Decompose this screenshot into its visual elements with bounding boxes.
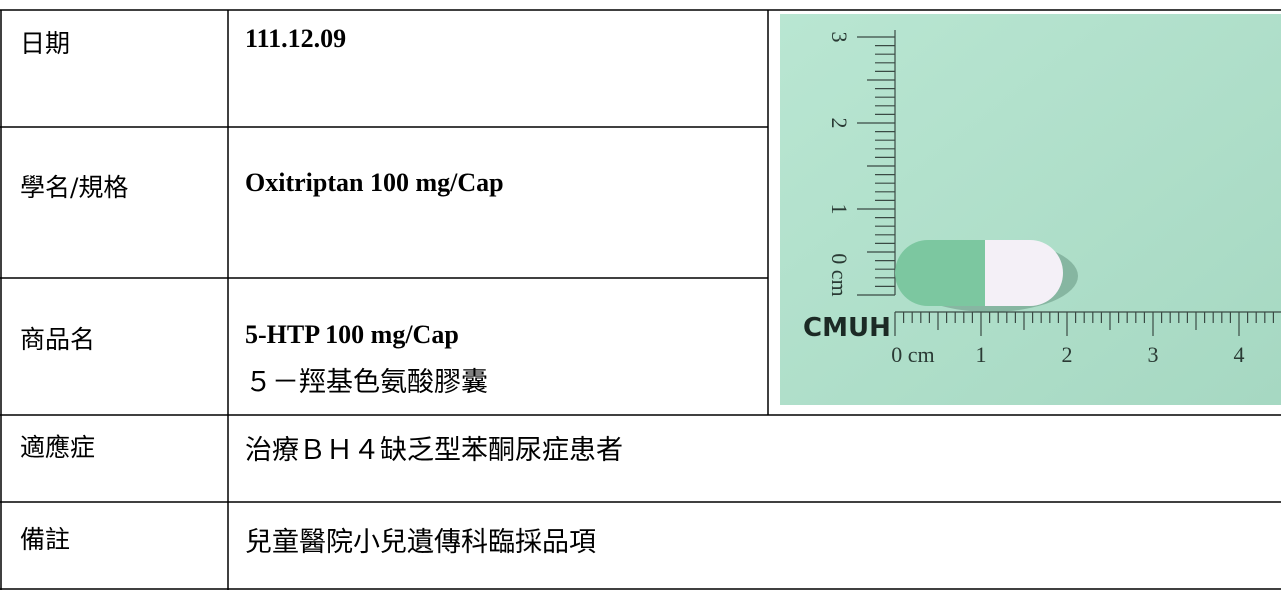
ruler-label: 1 [827, 204, 852, 215]
ruler-label: 0 cm [891, 342, 934, 367]
ruler-brand: CMUH [803, 313, 891, 343]
capsule-photo: CMUH 0 cm 1 2 3 4 3 2 1 0 cm [780, 14, 1281, 405]
ruler-label: 2 [827, 118, 852, 129]
row-label: 商品名 [20, 325, 96, 354]
row-label: 日期 [20, 29, 71, 58]
row-value: 5-HTP 100 mg/Cap [245, 320, 459, 349]
ruler-label: 1 [976, 342, 987, 367]
ruler-label: 0 cm [827, 253, 852, 296]
row-value: 111.12.09 [245, 24, 347, 53]
row-value: 兒童醫院小兒遺傳科臨採品項 [245, 527, 596, 558]
row-value: Oxitriptan 100 mg/Cap [245, 168, 504, 197]
ruler-label: 3 [827, 32, 852, 43]
row-label: 適應症 [20, 433, 96, 462]
ruler-label: 2 [1062, 342, 1073, 367]
ruler-label: 4 [1234, 342, 1245, 367]
row-value-cn: ５－羥基色氨酸膠囊 [245, 367, 488, 398]
row-label: 學名/規格 [20, 173, 129, 202]
row-value: 治療ＢＨ４缺乏型苯酮尿症患者 [245, 435, 623, 466]
row-label: 備註 [20, 525, 71, 554]
grid-lines [0, 9, 1281, 590]
ruler-label: 3 [1148, 342, 1159, 367]
